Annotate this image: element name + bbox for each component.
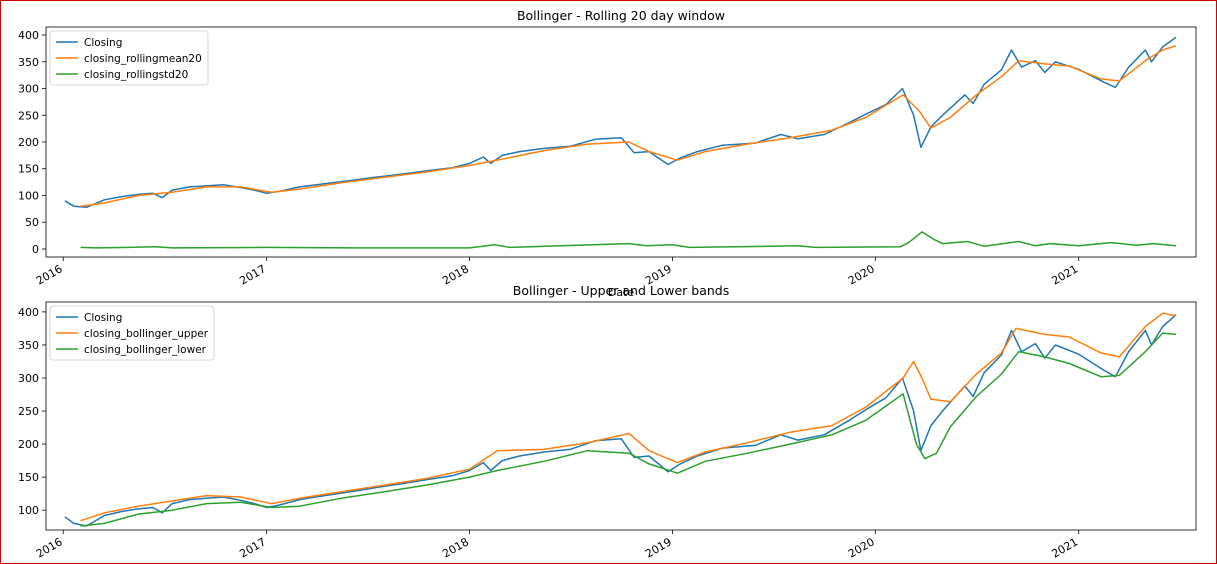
chart-panel-bollinger-bands: Bollinger - Upper and Lower bands 100 150 2… [18, 283, 1197, 561]
legend-label: Closing [84, 37, 122, 49]
chart-panel-rolling-window: Bollinger - Rolling 20 day window 0 50 100 1… [18, 8, 1197, 299]
y-tick-label: 350 [18, 339, 39, 352]
series-line-closing [64, 314, 1177, 527]
y-tick-label: 100 [18, 504, 39, 517]
x-axis-label: Date [608, 286, 635, 299]
x-tick-label: 2020 [846, 262, 877, 287]
legend-box [49, 305, 215, 361]
x-tick-label: 2016 [34, 262, 65, 287]
series-line-closing-rollingmean20 [80, 44, 1177, 207]
x-tick-label: 2017 [237, 262, 268, 287]
x-tick-label: 2018 [440, 262, 471, 287]
y-tick-label: 200 [18, 136, 39, 149]
series-line-closing-bollinger-upper [80, 312, 1177, 522]
x-tick-label: 2018 [440, 535, 471, 560]
legend-label: closing_bollinger_upper [84, 328, 209, 340]
chart-title: Bollinger - Rolling 20 day window [517, 8, 725, 23]
y-tick-label: 250 [18, 109, 39, 122]
x-tick-label: 2021 [1049, 262, 1080, 287]
legend-box [49, 30, 209, 86]
legend: Closing closing_rollingmean20 closing_roll… [49, 30, 209, 86]
y-tick-label: 400 [18, 306, 39, 319]
legend-label: Closing [84, 312, 122, 324]
x-tick-label: 2021 [1049, 535, 1080, 560]
y-tick-label: 250 [18, 405, 39, 418]
y-tick-label: 350 [18, 56, 39, 69]
series-line-closing-rollingstd20 [80, 231, 1177, 249]
x-tick-label: 2020 [846, 535, 877, 560]
y-tick-label: 300 [18, 83, 39, 96]
y-tick-label: 200 [18, 438, 39, 451]
legend-label: closing_rollingmean20 [84, 53, 202, 65]
series-line-closing [64, 36, 1177, 209]
y-tick-label: 300 [18, 372, 39, 385]
legend: Closing closing_bollinger_upper closing_bo… [49, 305, 215, 361]
x-tick-label: 2017 [237, 535, 268, 560]
y-tick-label: 150 [18, 471, 39, 484]
x-tick-label: 2016 [34, 535, 65, 560]
y-tick-label: 100 [18, 189, 39, 202]
x-tick-label: 2019 [643, 535, 674, 560]
legend-label: closing_rollingstd20 [84, 69, 188, 81]
legend-label: closing_bollinger_lower [84, 344, 207, 356]
plot-area-frame [45, 301, 1197, 531]
y-tick-label: 150 [18, 163, 39, 176]
y-tick-label: 400 [18, 29, 39, 42]
y-tick-label: 0 [32, 243, 39, 256]
series-line-closing-bollinger-lower [80, 332, 1177, 527]
chart-title: Bollinger - Upper and Lower bands [513, 283, 729, 298]
y-tick-label: 50 [25, 216, 39, 229]
